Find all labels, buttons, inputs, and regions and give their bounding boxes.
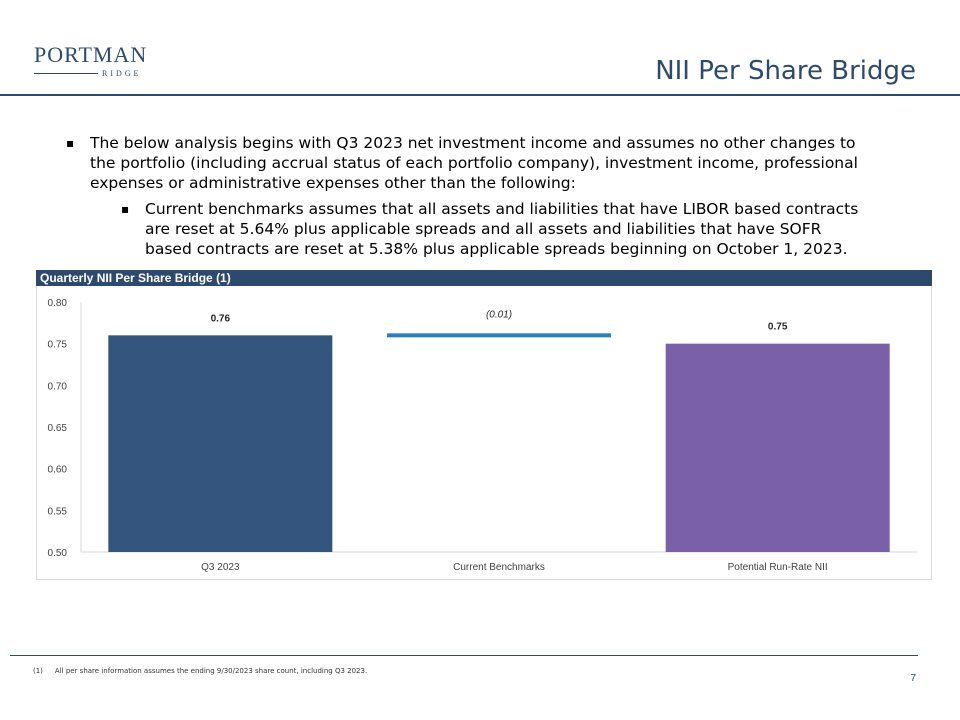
footnote: (1) All per share information assumes the… — [33, 667, 367, 675]
y-tick-label: 0.75 — [48, 340, 68, 351]
data-label: 0.76 — [211, 313, 231, 324]
bar — [387, 333, 611, 338]
logo-subtext: RIDGE — [102, 69, 142, 78]
footnote-text: All per share information assumes the en… — [54, 667, 368, 675]
logo-line — [34, 73, 98, 74]
portman-ridge-logo: PORTMAN RIDGE — [34, 44, 150, 78]
bullet-sub: Current benchmarks assumes that all asse… — [62, 199, 862, 259]
y-tick-label: 0.50 — [48, 548, 68, 559]
y-tick-label: 0.65 — [48, 423, 68, 434]
bridge-chart: 0.80 0.75 0.70 0.65 0.60 0.55 0.50 0.76 Q3 2023 (… — [48, 298, 917, 573]
page-number: 7 — [910, 673, 916, 684]
y-tick-label: 0.55 — [48, 506, 68, 517]
x-tick-label: Potential Run-Rate NII — [728, 562, 828, 573]
bullet-list: The below analysis begins with Q3 2023 n… — [62, 133, 862, 259]
y-tick-label: 0.80 — [48, 298, 68, 309]
x-tick-label: Current Benchmarks — [453, 562, 545, 573]
y-tick-label: 0.60 — [48, 465, 68, 476]
footer-divider — [10, 655, 918, 656]
x-tick-label: Q3 2023 — [201, 562, 240, 573]
y-tick-label: 0.70 — [48, 381, 68, 392]
bar — [665, 343, 890, 552]
bar — [108, 335, 333, 552]
bullet-main: The below analysis begins with Q3 2023 n… — [62, 133, 862, 193]
logo-wordmark: PORTMAN — [34, 42, 148, 67]
chart-title-banner: Quarterly NII Per Share Bridge (1) — [36, 270, 932, 286]
header-divider — [0, 94, 960, 96]
data-label: 0.75 — [768, 322, 788, 333]
data-label: (0.01) — [486, 309, 512, 320]
chart-container: 0.80 0.75 0.70 0.65 0.60 0.55 0.50 0.76 Q3 2023 (… — [36, 286, 932, 580]
footnote-number: (1) — [33, 667, 43, 675]
page-title: NII Per Share Bridge — [655, 56, 916, 86]
